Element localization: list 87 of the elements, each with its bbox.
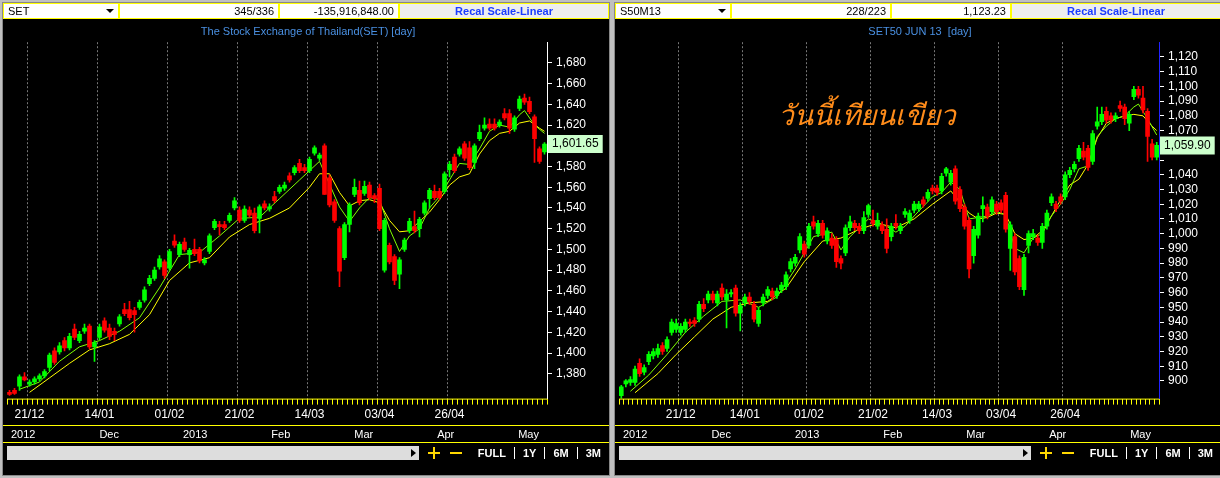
chart-title: The Stock Exchange of Thailand(SET) [day] — [200, 24, 416, 37]
text: 2013 — [794, 428, 820, 440]
text: Apr — [437, 428, 455, 440]
text: Apr — [1049, 428, 1067, 440]
y-tick-label: 1,020 — [1168, 196, 1199, 211]
text: 1,123.23 — [891, 3, 1011, 19]
text: 1,059.90 — [1164, 137, 1212, 152]
y-tick-label: 1,400 — [556, 345, 587, 360]
y-tick-label: 1,040 — [1168, 167, 1199, 182]
candlestick — [893, 214, 899, 230]
y-tick-label: 1,540 — [556, 200, 587, 215]
y-tick-label: 920 — [1168, 343, 1189, 358]
y-tick-label: 1,660 — [556, 75, 587, 90]
x-tick-label: 14/03 — [922, 407, 953, 422]
y-tick-label: 990 — [1168, 240, 1189, 255]
y-tick-label: 950 — [1168, 299, 1189, 314]
x-tick-label: 26/04 — [434, 407, 465, 422]
text: FULL — [476, 447, 507, 459]
x-tick-label: 14/03 — [294, 407, 325, 422]
text: 2012 — [11, 428, 36, 440]
x-tick-label: 03/04 — [986, 407, 1017, 422]
text: Dec — [711, 428, 731, 440]
y-tick-label: 1,480 — [556, 262, 587, 277]
y-tick-label: 1,440 — [556, 303, 587, 318]
y-tick-label: 1,500 — [556, 241, 587, 256]
y-tick-label: 1,460 — [556, 283, 587, 298]
text: 3M — [1188, 447, 1220, 459]
y-tick-label: 930 — [1168, 329, 1189, 344]
y-tick-label: 1,030 — [1168, 181, 1199, 196]
x-tick-label: 21/12 — [14, 407, 45, 422]
y-tick-label: 1,120 — [1168, 49, 1199, 64]
text: 3M — [576, 447, 609, 459]
y-tick-label: 1,580 — [556, 158, 587, 173]
y-tick-label: 1,100 — [1168, 78, 1199, 93]
x-tick-label: 01/02 — [154, 407, 185, 422]
y-tick-label: 1,560 — [556, 179, 587, 194]
text: 1Y — [513, 447, 545, 459]
text: Dec — [99, 428, 119, 440]
text: May — [1130, 428, 1151, 440]
text: SET — [8, 5, 30, 17]
text: S50M13 — [620, 5, 661, 17]
text: Mar — [354, 428, 374, 440]
text: 1Y — [1125, 447, 1157, 459]
y-tick-label: 900 — [1168, 373, 1189, 388]
text: 6M — [1156, 447, 1189, 459]
x-tick-label: 03/04 — [364, 407, 395, 422]
text: May — [518, 428, 539, 440]
x-tick-label: 01/02 — [793, 407, 825, 422]
text: Recal Scale-Linear — [1011, 3, 1220, 19]
text: 2012 — [623, 428, 648, 440]
y-tick-label: 1,640 — [556, 96, 587, 111]
y-tick-label: 1,680 — [556, 55, 587, 70]
y-tick-label: 1,520 — [556, 221, 587, 235]
y-tick-label: 910 — [1168, 358, 1189, 373]
y-tick-label: 1,420 — [556, 324, 587, 339]
text: Feb — [883, 428, 903, 440]
text: 228/223 — [731, 3, 891, 19]
text: Recal Scale-Linear — [399, 3, 609, 19]
x-tick-label: 21/12 — [665, 407, 697, 422]
text: 345/336 — [119, 3, 279, 19]
text: 2013 — [182, 428, 208, 440]
annotation: วันนี้เทียนเขียว — [778, 95, 959, 131]
y-tick-label: 1,070 — [1168, 122, 1199, 137]
y-tick-label: 970 — [1168, 270, 1189, 285]
y-tick-label: 1,090 — [1168, 93, 1199, 108]
candlestick — [870, 209, 876, 227]
y-tick-label: 1,000 — [1168, 225, 1199, 240]
x-tick-label: 21/02 — [224, 407, 255, 422]
y-tick-label: 940 — [1168, 314, 1189, 329]
y-tick-label: 1,080 — [1168, 108, 1199, 123]
text: -135,916,848.00 — [279, 3, 399, 19]
x-tick-label: 26/04 — [1050, 407, 1081, 422]
text: Feb — [271, 428, 291, 440]
text: 1,601.65 — [552, 136, 600, 151]
x-tick-label: 14/01 — [84, 407, 115, 422]
x-tick-label: 21/02 — [857, 407, 889, 422]
text: Mar — [966, 428, 986, 440]
y-tick-label: 1,620 — [556, 117, 587, 132]
y-tick-label: 1,110 — [1168, 63, 1198, 78]
y-tick-label: 960 — [1168, 284, 1189, 299]
x-tick-label: 14/01 — [729, 407, 761, 422]
y-tick-label: 1,380 — [556, 366, 587, 381]
y-tick-label: 980 — [1168, 255, 1189, 270]
text: 6M — [544, 447, 577, 459]
text: FULL — [1088, 447, 1119, 459]
y-tick-label: 1,010 — [1168, 211, 1199, 226]
chart-title: SET50 JUN 13 [day] — [868, 24, 972, 37]
